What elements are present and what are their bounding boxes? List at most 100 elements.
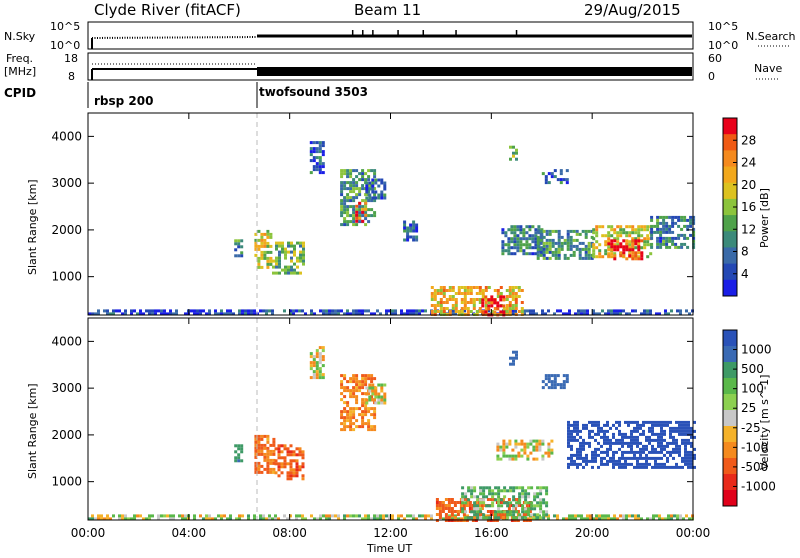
heatmap-cell [358, 187, 362, 191]
heatmap-cell [668, 230, 672, 234]
heatmap-cell [526, 445, 530, 449]
heatmap-cell [624, 459, 627, 463]
heatmap-cell [567, 420, 570, 424]
heatmap-cell [234, 248, 238, 252]
heatmap-cell [229, 517, 232, 521]
heatmap-cell [367, 208, 371, 212]
heatmap-cell [642, 420, 645, 424]
heatmap-cell [479, 489, 483, 493]
heatmap-cell [577, 309, 580, 313]
heatmap-cell [269, 259, 273, 263]
heatmap-cell [289, 514, 292, 518]
heatmap-cell [523, 309, 526, 313]
heatmap-cell [609, 447, 612, 451]
heatmap-cell [547, 386, 551, 390]
heatmap-cell [640, 254, 644, 258]
heatmap-cell [286, 477, 290, 481]
heatmap-cell [517, 454, 521, 458]
heatmap-cell [346, 389, 350, 393]
heatmap-cell [451, 289, 455, 292]
heatmap-cell [621, 456, 624, 460]
colorbar-segment [723, 279, 737, 297]
heatmap-cell [373, 413, 377, 417]
heatmap-cell [666, 459, 669, 463]
heatmap-cell [536, 253, 540, 257]
heatmap-cell [479, 501, 483, 505]
heatmap-cell [636, 435, 639, 439]
heatmap-cell [548, 241, 552, 245]
y-tick-label: 4000 [51, 129, 82, 143]
heatmap-cell [289, 453, 293, 457]
heatmap-cell [284, 253, 287, 257]
heatmap-cell [172, 517, 175, 521]
heatmap-cell [645, 447, 648, 451]
heatmap-cell [292, 468, 296, 472]
heatmap-cell [689, 224, 693, 228]
heatmap-cell [510, 237, 514, 241]
heatmap-cell [312, 141, 316, 145]
heatmap-cell [340, 175, 344, 179]
heatmap-cell [340, 422, 344, 426]
heatmap-cell [502, 448, 506, 452]
heatmap-cell [430, 292, 434, 295]
heatmap-cell [352, 220, 356, 224]
heatmap-cell [675, 444, 678, 448]
heatmap-cell [607, 242, 611, 246]
heatmap-cell [309, 150, 313, 154]
heatmap-cell [541, 457, 545, 461]
heatmap-cell [447, 507, 451, 510]
heatmap-cell [462, 498, 466, 501]
heatmap-cell [518, 486, 522, 490]
heatmap-cell [563, 238, 567, 242]
heatmap-cell [415, 235, 419, 239]
heatmap-cell [563, 253, 567, 257]
heatmap-cell [501, 513, 505, 516]
heatmap-cell [524, 510, 528, 514]
heatmap-cell [477, 504, 481, 507]
heatmap-cell [499, 304, 503, 308]
heatmap-cell [298, 465, 302, 469]
heatmap-cell [139, 309, 142, 313]
heatmap-cell [373, 193, 377, 197]
heatmap-cell [534, 237, 538, 241]
heatmap-cell [621, 432, 624, 436]
heatmap-cell [631, 245, 635, 249]
heatmap-cell [485, 486, 489, 490]
heatmap-cell [272, 470, 276, 474]
heatmap-cell [310, 514, 313, 518]
heatmap-cell [296, 271, 299, 275]
heatmap-cell [340, 392, 344, 396]
heatmap-cell [318, 346, 322, 350]
heatmap-cell [370, 377, 374, 381]
heatmap-cell [409, 226, 413, 230]
heatmap-cell [548, 256, 552, 260]
heatmap-cell [349, 413, 353, 417]
heatmap-cell [512, 350, 515, 354]
heatmap-cell [112, 312, 115, 316]
heatmap-cell [663, 447, 666, 451]
heatmap-cell [464, 516, 468, 520]
heatmap-cell [373, 425, 377, 429]
heatmap-cell [418, 312, 421, 316]
heatmap-cell [547, 380, 551, 384]
heatmap-cell [234, 242, 238, 246]
heatmap-cell [545, 250, 549, 254]
heatmap-cell [361, 207, 365, 211]
heatmap-cell [500, 489, 504, 493]
heatmap-cell [646, 228, 650, 232]
heatmap-cell [460, 307, 464, 310]
heatmap-cell [582, 423, 585, 427]
heatmap-cell [464, 510, 468, 514]
heatmap-cell [592, 252, 596, 256]
heatmap-cell [361, 392, 365, 396]
heatmap-cell [318, 168, 322, 172]
heatmap-cell [553, 514, 556, 518]
heatmap-cell [318, 376, 322, 380]
heatmap-cell [322, 312, 325, 316]
heatmap-cell [637, 234, 641, 238]
heatmap-cell [580, 312, 583, 316]
heatmap-cell [594, 453, 597, 457]
heatmap-cell [639, 453, 642, 457]
heatmap-cell [628, 252, 632, 256]
colorbar-segment [723, 198, 737, 216]
